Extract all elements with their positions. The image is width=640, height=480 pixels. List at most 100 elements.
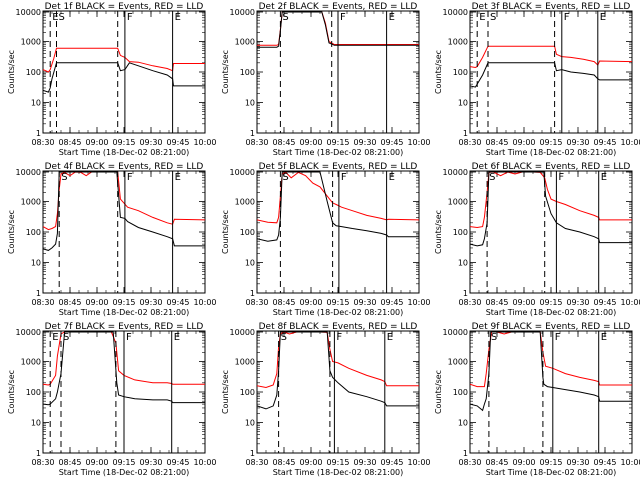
lld-series-line <box>470 45 632 69</box>
x-tick-label: 09:45 <box>593 138 616 147</box>
interval-marker-label: E <box>389 172 395 183</box>
x-tick-label: 08:45 <box>58 138 81 147</box>
interval-marker-label: E <box>600 12 606 23</box>
y-tick-label: 10000 <box>443 168 468 177</box>
y-tick-label: 100 <box>453 228 468 237</box>
interval-marker-label: S <box>491 332 497 343</box>
x-tick-label: 09:15 <box>112 458 135 467</box>
y-tick-label: 10000 <box>16 168 41 177</box>
y-tick-label: 10000 <box>443 328 468 337</box>
y-tick-label: 10 <box>31 99 41 108</box>
y-axis-label: Counts/sec <box>7 50 16 94</box>
y-tick-label: 100 <box>240 228 255 237</box>
interval-marker-label: S <box>282 172 288 183</box>
y-tick-label: 1000 <box>21 358 41 367</box>
interval-marker-label: S <box>61 172 67 183</box>
y-tick-label: 10 <box>458 259 468 268</box>
detector-panel: Det 3f BLACK = Events, RED = LLD 1 10 100 10… <box>434 2 640 157</box>
y-tick-label: 10000 <box>16 8 41 17</box>
x-tick-label: 08:30 <box>245 138 268 147</box>
x-tick-label: 10:00 <box>407 138 430 147</box>
interval-marker-label: E <box>601 332 607 343</box>
x-tick-label: 09:00 <box>512 138 535 147</box>
y-tick-label: 10 <box>245 99 255 108</box>
x-tick-label: 09:15 <box>326 138 349 147</box>
x-tick-label: 09:00 <box>512 298 535 307</box>
y-tick-label: 1 <box>463 449 468 458</box>
x-tick-label: 08:30 <box>31 298 54 307</box>
x-tick-label: 10:00 <box>193 138 216 147</box>
x-tick-label: 08:45 <box>58 458 81 467</box>
panel-title: Det 4f BLACK = Events, RED = LLD <box>45 162 204 172</box>
interval-marker-label: E <box>52 332 58 343</box>
interval-marker-label: E <box>389 12 395 23</box>
x-tick-label: 10:00 <box>407 458 430 467</box>
x-tick-label: 09:00 <box>299 458 322 467</box>
x-tick-label: 09:15 <box>539 458 562 467</box>
x-tick-label: 08:45 <box>272 298 295 307</box>
interval-marker-label: F <box>555 332 561 343</box>
x-tick-label: 08:30 <box>458 298 481 307</box>
plot-area <box>470 171 632 247</box>
x-axis-label: Start Time (18-Dec-02 08:21:00) <box>273 308 404 317</box>
lld-series-line <box>43 47 205 73</box>
plot-area <box>43 331 205 406</box>
x-axis-label: Start Time (18-Dec-02 08:21:00) <box>59 468 190 477</box>
plot-area <box>257 331 419 410</box>
y-tick-label: 100 <box>240 388 255 397</box>
x-tick-label: 09:00 <box>85 138 108 147</box>
interval-marker-label: F <box>336 332 342 343</box>
interval-marker-label: S <box>59 12 65 23</box>
interval-marker-label: F <box>127 172 133 183</box>
y-tick-label: 1 <box>250 129 255 138</box>
x-tick-label: 08:45 <box>58 298 81 307</box>
x-tick-label: 09:15 <box>326 298 349 307</box>
x-tick-label: 10:00 <box>193 298 216 307</box>
interval-marker-label: F <box>126 332 132 343</box>
y-tick-label: 1000 <box>21 198 41 207</box>
x-tick-label: 09:30 <box>139 138 162 147</box>
x-tick-label: 09:45 <box>380 458 403 467</box>
x-tick-label: 09:15 <box>112 138 135 147</box>
x-tick-label: 08:45 <box>485 458 508 467</box>
x-tick-label: 10:00 <box>193 458 216 467</box>
events-series-line <box>43 331 205 406</box>
panel-title: Det 8f BLACK = Events, RED = LLD <box>259 322 418 332</box>
detector-panel: Det 4f BLACK = Events, RED = LLD 1 10 100 10… <box>7 162 217 317</box>
plot-frame <box>42 10 206 134</box>
plot-frame <box>469 10 633 134</box>
x-tick-label: 09:45 <box>380 138 403 147</box>
x-tick-label: 09:15 <box>326 458 349 467</box>
x-tick-label: 08:30 <box>31 458 54 467</box>
interval-marker-label: F <box>340 12 346 23</box>
detector-panel: Det 9f BLACK = Events, RED = LLD 1 10 100 10… <box>434 322 640 477</box>
x-tick-label: 09:15 <box>539 298 562 307</box>
y-axis-label: Counts/sec <box>221 370 230 414</box>
events-series-line <box>470 62 632 88</box>
panel-title: Det 2f BLACK = Events, RED = LLD <box>259 2 418 12</box>
x-tick-label: 09:30 <box>139 458 162 467</box>
y-tick-label: 10 <box>245 419 255 428</box>
y-tick-label: 10 <box>458 99 468 108</box>
interval-marker-label: S <box>282 12 288 23</box>
lld-series-line <box>257 171 419 224</box>
interval-marker-label: E <box>52 12 58 23</box>
plot-frame <box>256 330 420 454</box>
interval-marker-label: F <box>127 12 133 23</box>
x-tick-label: 08:30 <box>458 458 481 467</box>
x-tick-label: 09:45 <box>166 138 189 147</box>
x-tick-label: 09:45 <box>166 298 189 307</box>
detector-panel: Det 5f BLACK = Events, RED = LLD 1 10 100 10… <box>221 162 431 317</box>
panel-title: Det 5f BLACK = Events, RED = LLD <box>259 162 418 172</box>
x-axis-label: Start Time (18-Dec-02 08:21:00) <box>486 148 617 157</box>
y-tick-label: 1 <box>463 129 468 138</box>
x-tick-label: 10:00 <box>620 298 640 307</box>
y-tick-label: 10000 <box>443 8 468 17</box>
x-tick-label: 09:30 <box>566 138 589 147</box>
panel-title: Det 1f BLACK = Events, RED = LLD <box>45 2 204 12</box>
y-tick-label: 1 <box>250 289 255 298</box>
x-axis-label: Start Time (18-Dec-02 08:21:00) <box>59 308 190 317</box>
x-tick-label: 08:30 <box>245 298 268 307</box>
y-tick-label: 1 <box>36 129 41 138</box>
